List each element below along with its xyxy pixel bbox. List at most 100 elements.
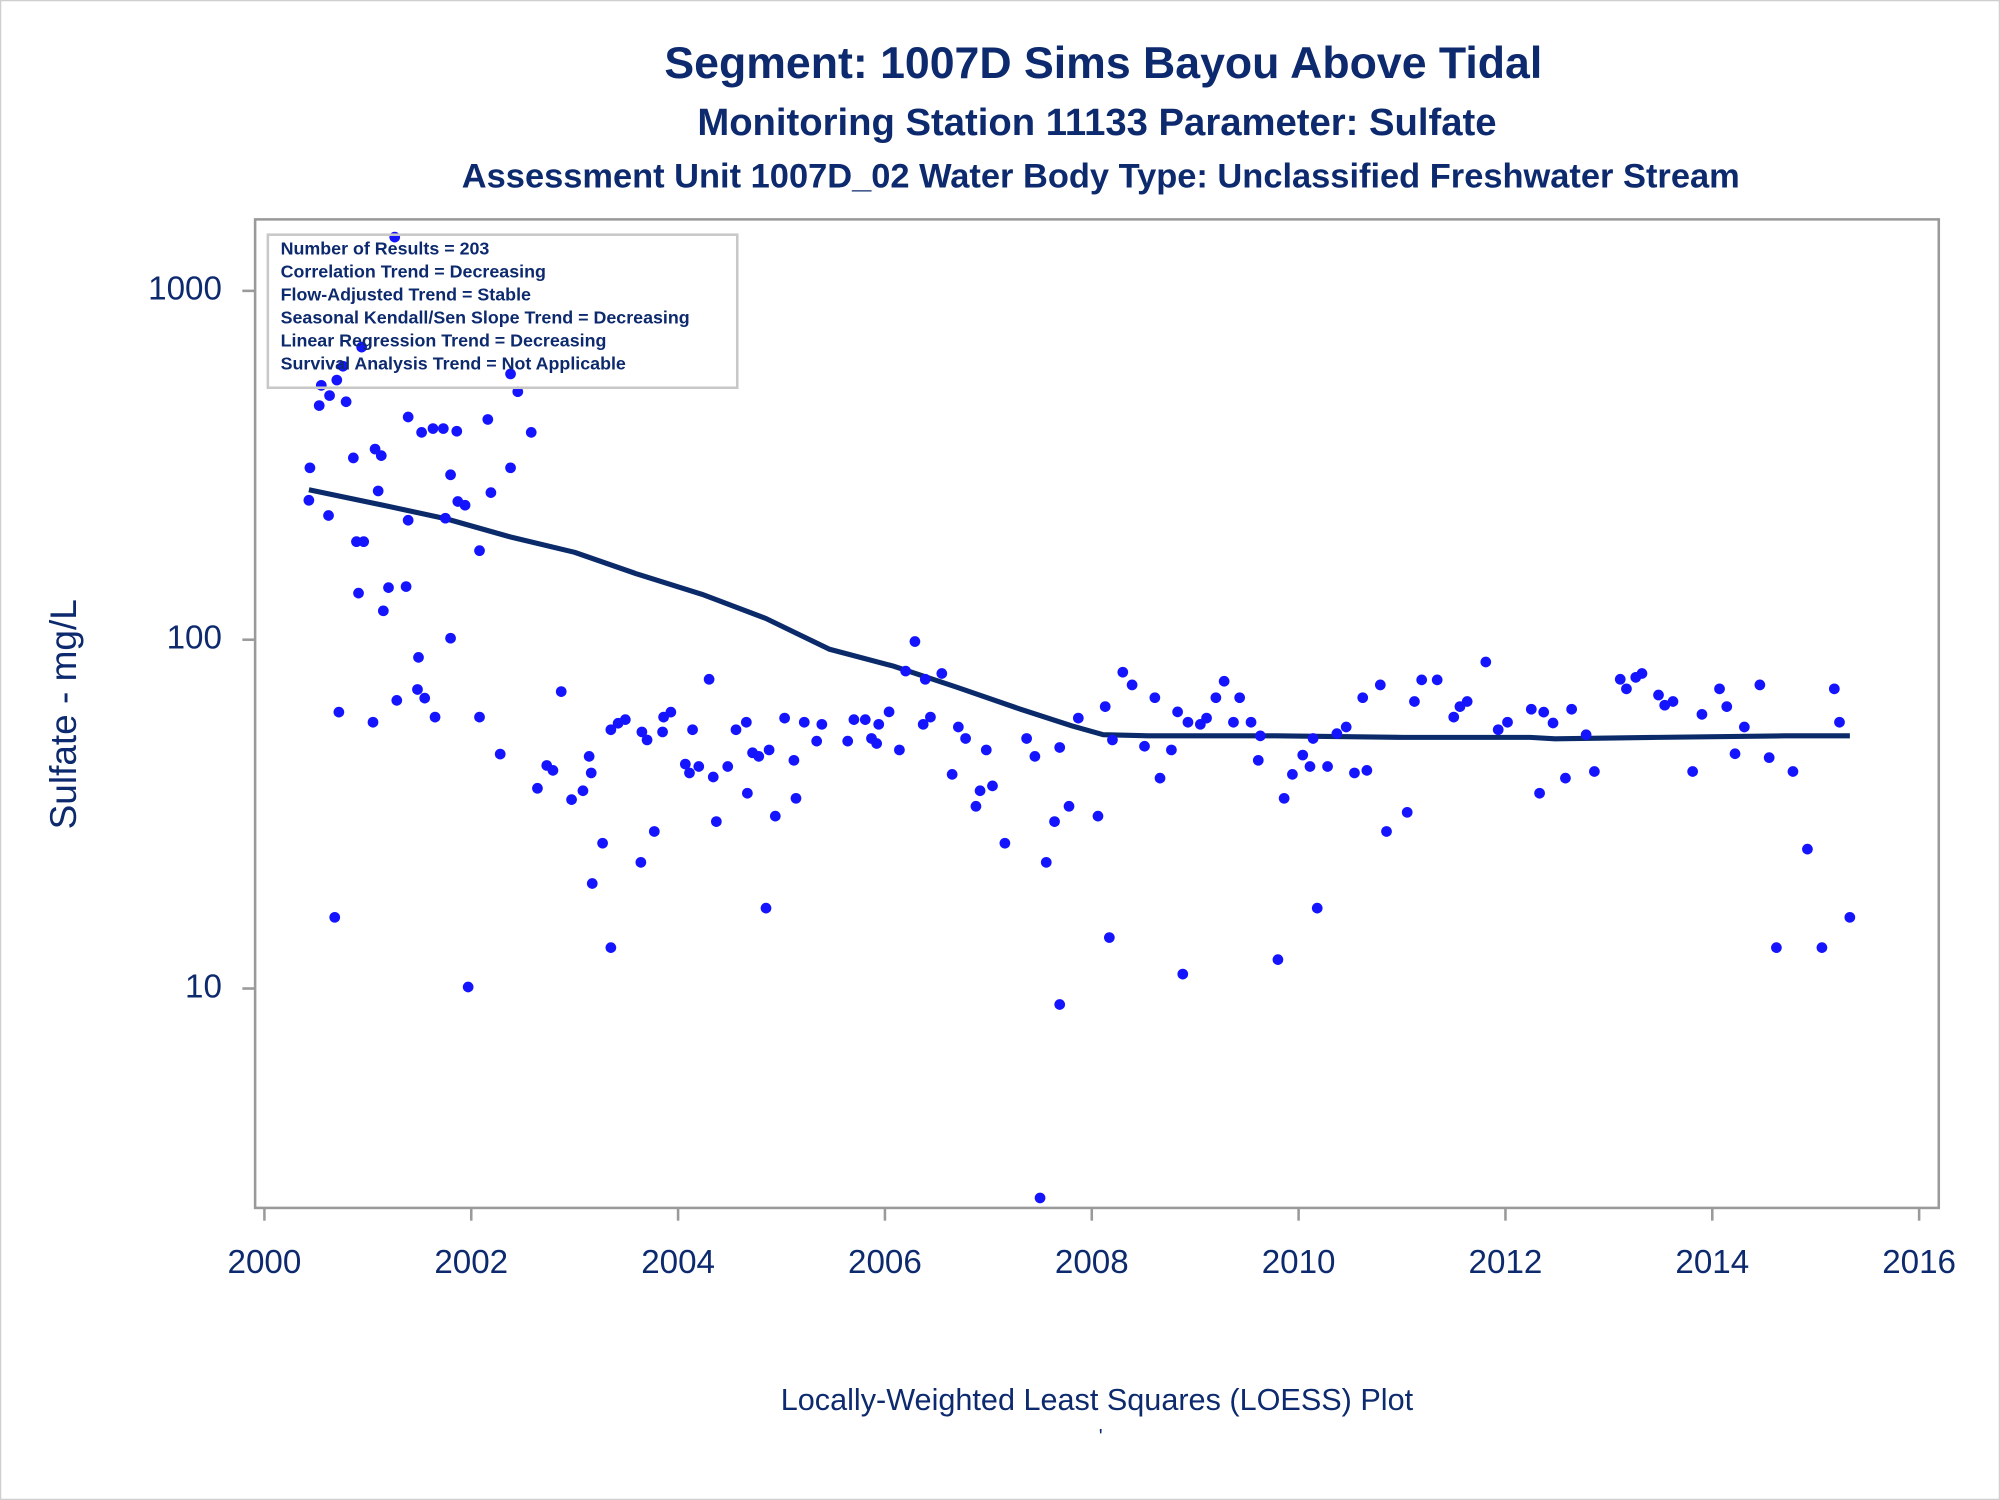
x-tick-label: 2000: [228, 1244, 302, 1281]
data-point: [730, 724, 742, 736]
data-point: [679, 758, 691, 770]
annotation: Seasonal Kendall/Sen Slope Trend = Decre…: [281, 308, 690, 328]
data-point: [769, 810, 781, 822]
data-point: [917, 718, 929, 730]
footnote: ': [1099, 1426, 1103, 1448]
data-point: [619, 714, 631, 725]
data-point: [1029, 750, 1041, 762]
x-tick-label: 2016: [1882, 1244, 1956, 1281]
data-point: [400, 581, 412, 592]
data-point: [798, 716, 810, 728]
data-point: [1754, 679, 1766, 691]
data-point: [1614, 673, 1626, 685]
data-point: [1844, 911, 1856, 923]
data-point: [1054, 742, 1066, 753]
data-point: [1166, 744, 1177, 756]
data-point: [372, 485, 384, 497]
data-point: [1802, 843, 1813, 855]
data-point: [919, 673, 931, 685]
data-point: [1738, 721, 1750, 733]
data-point: [505, 368, 516, 380]
data-point: [1763, 752, 1775, 764]
data-point: [1107, 734, 1118, 746]
data-point: [402, 411, 414, 423]
data-point: [1103, 932, 1115, 943]
data-point: [440, 512, 451, 524]
x-tick-label: 2010: [1262, 1244, 1336, 1281]
data-point: [586, 878, 598, 889]
data-point: [665, 706, 677, 718]
data-point: [1538, 706, 1550, 718]
data-point: [412, 684, 423, 695]
data-point: [987, 780, 998, 792]
data-point: [1771, 942, 1782, 953]
data-point: [1409, 696, 1420, 707]
data-point: [740, 716, 752, 728]
data-point: [1374, 679, 1386, 691]
data-point: [1182, 716, 1194, 728]
data-point: [1448, 711, 1460, 723]
data-point: [525, 427, 537, 438]
data-point: [583, 750, 595, 762]
data-point: [605, 724, 617, 736]
annotation: Correlation Trend = Decreasing: [281, 262, 546, 282]
data-point: [1687, 766, 1698, 777]
x-tick-label: 2008: [1055, 1244, 1129, 1281]
data-point: [693, 761, 705, 772]
data-point: [1272, 954, 1284, 966]
data-point: [873, 718, 885, 730]
data-point: [1054, 999, 1066, 1010]
data-point: [1063, 800, 1075, 812]
data-point: [1566, 703, 1577, 715]
data-point: [1696, 708, 1708, 720]
data-point: [1252, 754, 1264, 766]
data-point: [347, 452, 359, 464]
data-point: [1331, 728, 1343, 739]
y-tick-label: 100: [167, 619, 222, 656]
data-point: [960, 733, 971, 744]
data-point: [331, 374, 343, 386]
data-point: [1021, 733, 1032, 744]
plot-frame: [253, 218, 1941, 1210]
data-point: [597, 837, 608, 849]
data-point: [999, 837, 1011, 849]
data-point: [1401, 806, 1413, 818]
data-point: [445, 632, 456, 644]
data-point: [1154, 772, 1166, 784]
data-point: [1307, 733, 1319, 744]
data-point: [816, 718, 828, 730]
chart-subtitle: Monitoring Station 11133 Parameter: Sulf…: [697, 101, 1496, 144]
data-point: [1667, 696, 1679, 707]
data-point: [657, 726, 668, 738]
data-point: [356, 341, 367, 353]
data-point: [842, 735, 854, 747]
x-tick-label: 2006: [848, 1244, 922, 1281]
data-point: [377, 605, 389, 617]
data-point: [353, 587, 364, 599]
data-point: [437, 423, 449, 434]
x-tick-label: 2014: [1675, 1244, 1749, 1281]
data-point: [970, 800, 982, 812]
data-point: [333, 706, 345, 718]
data-point: [742, 787, 753, 799]
data-point: [1149, 692, 1161, 704]
data-point: [1560, 772, 1571, 784]
data-point: [1431, 674, 1443, 686]
data-point: [1361, 765, 1373, 776]
data-point: [952, 721, 964, 733]
data-point: [1297, 749, 1309, 761]
data-point: [710, 816, 722, 827]
data-point: [848, 714, 860, 725]
data-point: [1099, 701, 1111, 712]
data-point: [1834, 716, 1845, 728]
data-point: [1172, 706, 1183, 718]
data-point: [1349, 767, 1360, 779]
data-point: [1126, 679, 1138, 691]
data-point: [532, 782, 543, 794]
data-point: [1278, 792, 1290, 804]
data-point: [1659, 699, 1671, 711]
data-point: [337, 360, 349, 372]
data-point: [753, 750, 765, 762]
data-point: [462, 981, 474, 993]
